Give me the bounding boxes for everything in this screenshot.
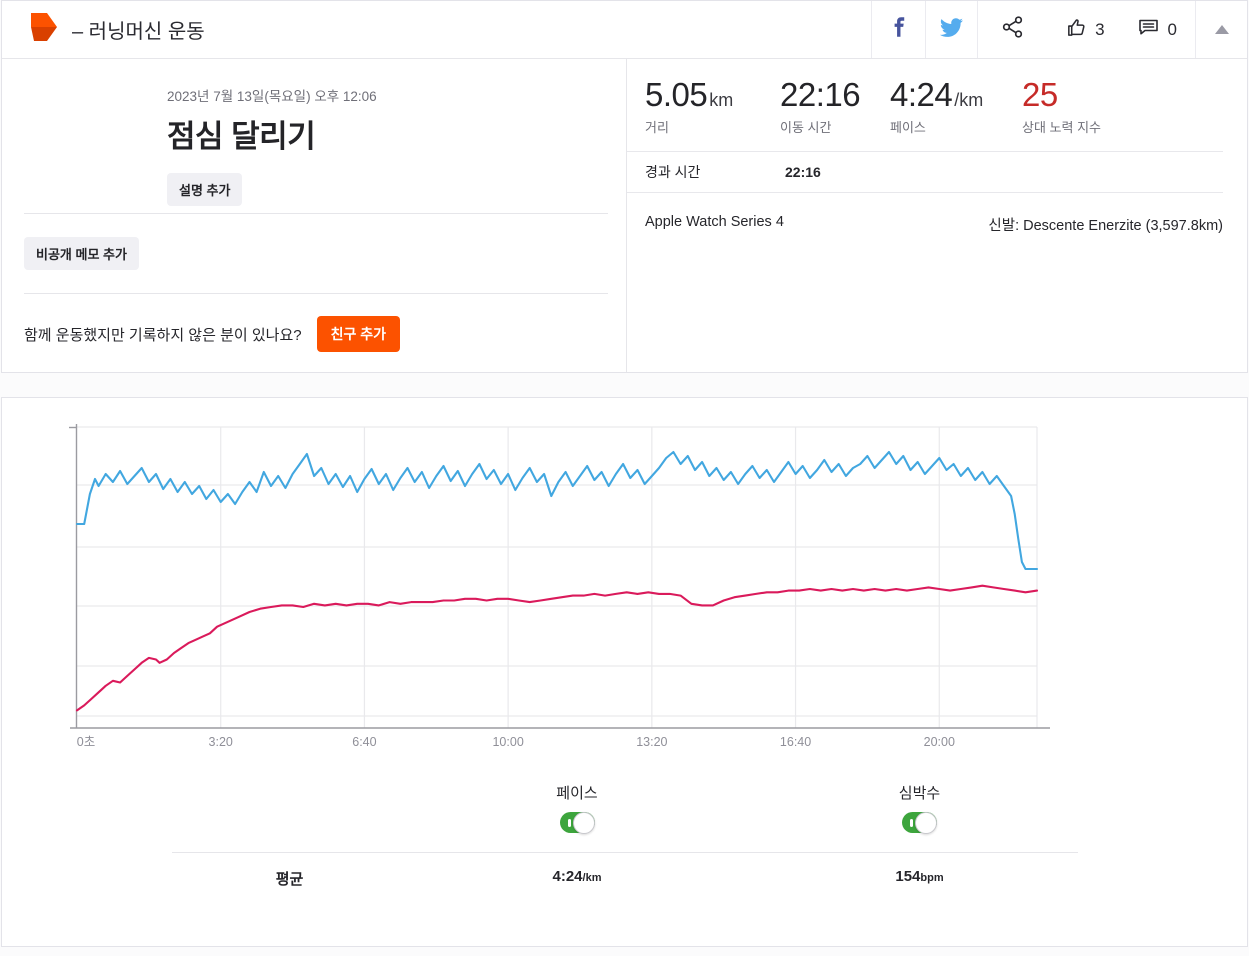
- svg-text:6:40: 6:40: [352, 735, 376, 749]
- collapse-arrow-icon: [1214, 25, 1229, 34]
- gear-row: Apple Watch Series 4 신발: Descente Enerzi…: [627, 193, 1247, 235]
- stat-moving-time: 22:16 이동 시간: [780, 76, 861, 135]
- svg-text:0초: 0초: [77, 735, 95, 749]
- svg-text:3:20: 3:20: [209, 735, 233, 749]
- divider: [24, 213, 608, 214]
- average-label: 평균: [275, 871, 304, 888]
- stat-distance: 5.05 km 거리: [645, 76, 734, 135]
- hr-series-label: 심박수: [898, 785, 941, 802]
- add-description-button[interactable]: 설명 추가: [167, 173, 243, 206]
- social-counts: 3 0: [1047, 1, 1195, 58]
- toggle-knob: [572, 811, 595, 834]
- stat-pace: 4:24/km 페이스: [890, 76, 984, 135]
- pace-hr-chart[interactable]: 0초 3:20 6:40 10:00 13:20 16:40 20:00: [10, 404, 1243, 752]
- divider: [172, 852, 1078, 853]
- facebook-icon: [888, 16, 910, 43]
- elapsed-time-value: 22:16: [785, 164, 821, 180]
- share-button[interactable]: [977, 1, 1047, 58]
- elapsed-time-label: 경과 시간: [645, 164, 701, 180]
- stats-row: 5.05 km 거리 22:16 이동 시간 4:24/km 페이스 25 상대 …: [627, 59, 1247, 136]
- svg-text:20:00: 20:00: [924, 735, 955, 749]
- elapsed-time-row: 경과 시간 22:16: [627, 151, 1223, 193]
- comment-bubble-icon: [1137, 15, 1161, 44]
- average-row: 평균 4:24/km 154bpm: [172, 853, 1247, 904]
- svg-text:16:40: 16:40: [780, 735, 811, 749]
- facebook-share-button[interactable]: [871, 1, 925, 58]
- chart-legend: 페이스 심박수: [172, 782, 1247, 834]
- kudos-button[interactable]: 3: [1065, 16, 1105, 44]
- add-friend-button[interactable]: 친구 추가: [316, 316, 401, 352]
- toggle-knob: [915, 811, 937, 834]
- comment-count: 0: [1167, 19, 1177, 39]
- pace-toggle[interactable]: [559, 811, 595, 834]
- activity-date: 2023년 7월 13일(목요일) 오후 12:06: [167, 89, 377, 104]
- average-hr-value: 154bpm: [895, 868, 944, 885]
- hr-toggle[interactable]: [902, 811, 937, 834]
- friend-prompt-text: 함께 운동했지만 기록하지 않은 분이 있나요?: [24, 326, 302, 344]
- stat-relative-effort: 25 상대 노력 지수: [1022, 76, 1101, 135]
- shoes-info[interactable]: 신발: Descente Enerzite (3,597.8km): [988, 218, 1223, 234]
- share-icon: [1001, 15, 1025, 44]
- page-title: – 러닝머신 운동: [72, 21, 205, 43]
- kudos-count: 3: [1095, 19, 1105, 39]
- twitter-icon: [939, 16, 963, 44]
- activity-summary-card: – 러닝머신 운동: [1, 0, 1248, 373]
- kudos-thumb-icon: [1065, 16, 1088, 44]
- collapse-button[interactable]: [1195, 1, 1247, 58]
- strava-logo-icon: [26, 12, 59, 48]
- summary-left-panel: 2023년 7월 13일(목요일) 오후 12:06 점심 달리기 설명 추가 …: [2, 59, 627, 372]
- pace-series-label: 페이스: [556, 785, 598, 802]
- svg-text:13:20: 13:20: [636, 735, 667, 749]
- activity-chart-card: 0초 3:20 6:40 10:00 13:20 16:40 20:00 페이스 심박수 평…: [1, 397, 1248, 947]
- activity-header: – 러닝머신 운동: [2, 1, 1247, 59]
- add-private-note-button[interactable]: 비공개 메모 추가: [24, 237, 139, 270]
- comments-button[interactable]: 0: [1137, 15, 1177, 44]
- divider: [24, 293, 608, 294]
- summary-stats-panel: 5.05 km 거리 22:16 이동 시간 4:24/km 페이스 25 상대 …: [627, 59, 1247, 372]
- svg-text:10:00: 10:00: [492, 735, 523, 749]
- device-name: Apple Watch Series 4: [645, 214, 784, 230]
- twitter-share-button[interactable]: [925, 1, 977, 58]
- average-pace-value: 4:24/km: [552, 868, 602, 885]
- activity-title: 점심 달리기: [167, 119, 316, 154]
